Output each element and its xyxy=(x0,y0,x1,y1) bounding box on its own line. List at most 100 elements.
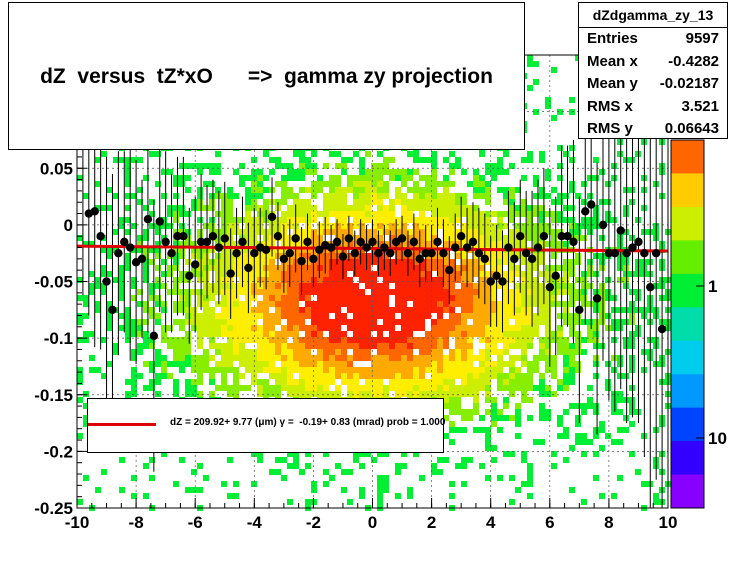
density-bin xyxy=(359,463,365,469)
density-bin xyxy=(395,469,401,475)
density-bin xyxy=(221,319,227,325)
density-bin xyxy=(503,451,509,457)
density-bin xyxy=(269,469,275,475)
density-bin xyxy=(299,373,305,379)
stats-label: RMS y xyxy=(587,120,633,137)
density-bin xyxy=(437,325,443,331)
density-bin xyxy=(371,307,377,313)
density-bin xyxy=(167,169,173,175)
density-bin xyxy=(629,319,635,325)
density-bin xyxy=(311,307,317,313)
density-bin xyxy=(479,295,485,301)
density-bin xyxy=(275,337,281,343)
density-bin xyxy=(575,361,581,367)
density-bin xyxy=(425,295,431,301)
density-bin xyxy=(611,493,617,499)
density-bin xyxy=(341,163,347,169)
density-bin xyxy=(611,355,617,361)
density-bin xyxy=(227,193,233,199)
density-bin xyxy=(389,331,395,337)
density-bin xyxy=(371,199,377,205)
density-bin xyxy=(503,235,509,241)
density-bin xyxy=(191,379,197,385)
density-bin xyxy=(215,193,221,199)
density-bin xyxy=(557,433,563,439)
density-bin xyxy=(353,457,359,463)
density-bin xyxy=(593,361,599,367)
density-bin xyxy=(473,373,479,379)
density-bin xyxy=(173,337,179,343)
density-bin xyxy=(125,319,131,325)
density-bin xyxy=(581,403,587,409)
density-bin xyxy=(527,283,533,289)
density-bin xyxy=(383,283,389,289)
density-bin xyxy=(455,343,461,349)
density-bin xyxy=(461,211,467,217)
density-bin xyxy=(185,385,191,391)
profile-point xyxy=(191,260,200,269)
density-bin xyxy=(77,379,83,385)
density-bin xyxy=(497,319,503,325)
density-bin xyxy=(419,313,425,319)
density-bin xyxy=(485,439,491,445)
density-bin xyxy=(383,391,389,397)
density-bin xyxy=(347,211,353,217)
density-bin xyxy=(221,325,227,331)
title-box: dZ versus tZ*xO => gamma zy projection xyxy=(8,2,525,150)
density-bin xyxy=(569,487,575,493)
density-bin xyxy=(347,181,353,187)
density-bin xyxy=(557,331,563,337)
density-bin xyxy=(497,169,503,175)
density-bin xyxy=(629,337,635,343)
density-bin xyxy=(341,319,347,325)
density-bin xyxy=(329,337,335,343)
density-bin xyxy=(407,295,413,301)
density-bin xyxy=(587,217,593,223)
density-bin xyxy=(593,331,599,337)
density-bin xyxy=(449,169,455,175)
density-bin xyxy=(365,379,371,385)
density-bin xyxy=(377,175,383,181)
density-bin xyxy=(407,217,413,223)
density-bin xyxy=(431,259,437,265)
density-bin xyxy=(359,205,365,211)
density-bin xyxy=(239,307,245,313)
density-bin xyxy=(341,469,347,475)
density-bin xyxy=(419,157,425,163)
density-bin xyxy=(509,307,515,313)
density-bin xyxy=(485,385,491,391)
density-bin xyxy=(227,385,233,391)
density-bin xyxy=(287,193,293,199)
density-bin xyxy=(173,385,179,391)
density-bin xyxy=(491,421,497,427)
density-bin xyxy=(449,223,455,229)
density-bin xyxy=(563,337,569,343)
density-bin xyxy=(533,211,539,217)
density-bin xyxy=(365,217,371,223)
density-bin xyxy=(521,241,527,247)
density-bin xyxy=(269,295,275,301)
density-bin xyxy=(281,217,287,223)
density-bin xyxy=(413,265,419,271)
density-bin xyxy=(557,385,563,391)
density-bin xyxy=(191,271,197,277)
density-bin xyxy=(551,367,557,373)
density-bin xyxy=(407,151,413,157)
density-bin xyxy=(569,361,575,367)
density-bin xyxy=(377,229,383,235)
density-bin xyxy=(263,187,269,193)
density-bin xyxy=(581,223,587,229)
density-bin xyxy=(353,337,359,343)
density-bin xyxy=(401,175,407,181)
density-bin xyxy=(365,307,371,313)
density-bin xyxy=(389,259,395,265)
density-bin xyxy=(323,361,329,367)
density-bin xyxy=(425,355,431,361)
density-bin xyxy=(317,379,323,385)
density-bin xyxy=(419,199,425,205)
density-bin xyxy=(527,229,533,235)
density-bin xyxy=(305,271,311,277)
density-bin xyxy=(215,235,221,241)
density-bin xyxy=(449,193,455,199)
density-bin xyxy=(563,457,569,463)
